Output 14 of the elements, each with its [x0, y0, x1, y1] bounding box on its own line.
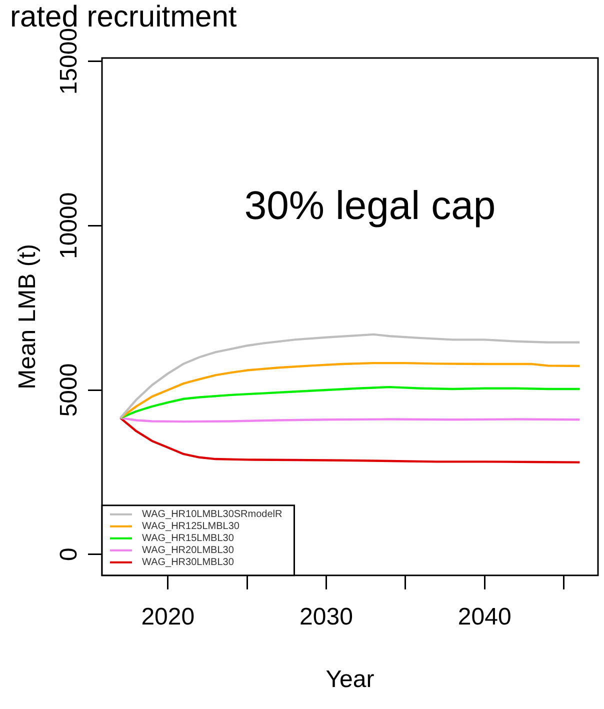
y-tick-label: 5000: [56, 363, 83, 417]
x-tick-label: 2040: [458, 603, 512, 630]
x-axis-title: Year: [326, 666, 374, 694]
legend-label: WAG_HR30LMBL30: [142, 557, 234, 568]
legend-label: WAG_HR10LMBL30SRmodelR: [142, 509, 282, 520]
legend-label: WAG_HR125LMBL30: [142, 521, 240, 532]
legend-label: WAG_HR20LMBL30: [142, 545, 234, 556]
x-tick-label: 2030: [300, 603, 353, 630]
legend-label: WAG_HR15LMBL30: [142, 533, 234, 544]
y-axis-title: Mean LMB (t): [14, 244, 42, 390]
x-tick-label: 2020: [141, 603, 195, 630]
annotation: 30% legal cap: [244, 184, 496, 228]
y-tick-label: 10000: [56, 192, 83, 260]
y-tick-label: 0: [56, 548, 83, 562]
